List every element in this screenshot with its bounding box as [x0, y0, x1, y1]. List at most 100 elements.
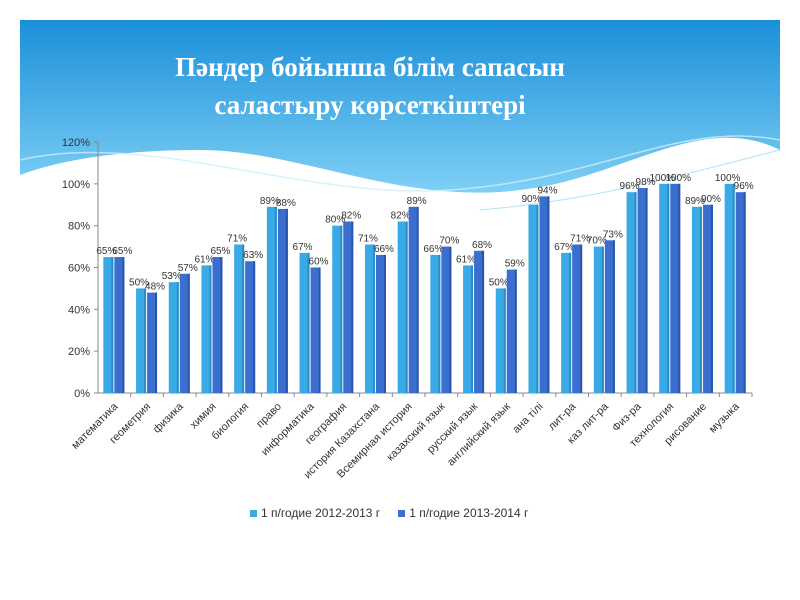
bar-shade-series-1: [307, 252, 310, 393]
bar-shade-series-1: [503, 288, 506, 393]
bar-series-1: [724, 183, 735, 393]
bar-shade-series-2: [220, 257, 223, 393]
bar-series-1: [561, 252, 572, 393]
bar-shade-series-2: [449, 246, 452, 393]
bar-shade-series-1: [274, 206, 277, 393]
page-title: Пәндер бойынша білім сапасын саластыру к…: [130, 48, 610, 124]
bar-series-1: [691, 206, 702, 393]
bar-series-1: [593, 246, 604, 393]
category-label: ана тілі: [510, 401, 545, 436]
y-tick-label: 80%: [68, 221, 90, 233]
bar-shade-series-1: [372, 244, 375, 393]
data-label-series-2: 65%: [112, 246, 132, 257]
data-label-series-1: 71%: [227, 233, 247, 244]
legend-item-series-2: 1 п/годие 2013-2014 г: [398, 506, 528, 520]
bar-shade-series-2: [416, 206, 419, 393]
bar-shade-series-2: [514, 269, 517, 393]
bar-series-1: [332, 225, 343, 393]
data-label-series-1: 90%: [521, 194, 541, 205]
legend-swatch-series-1: [250, 509, 257, 517]
data-label-series-1: 96%: [620, 181, 640, 192]
bar-shade-series-1: [699, 206, 702, 393]
category-label: английский язык: [445, 401, 513, 469]
y-tick-label: 120%: [62, 137, 90, 149]
data-label-series-2: 89%: [407, 196, 427, 207]
data-label-series-2: 88%: [276, 198, 296, 209]
data-label-series-2: 73%: [603, 229, 623, 240]
bar-series-1: [168, 282, 179, 393]
data-label-series-2: 59%: [505, 259, 525, 270]
data-label-series-1: 61%: [194, 254, 214, 265]
legend-swatch-series-2: [398, 509, 406, 517]
data-label-series-1: 67%: [554, 242, 574, 253]
y-tick-label: 100%: [62, 179, 90, 191]
bar-shade-series-2: [580, 244, 583, 393]
data-label-series-1: 61%: [456, 254, 476, 265]
bar-shade-series-2: [678, 183, 681, 393]
bar-shade-series-1: [209, 265, 212, 393]
bar-series-1: [397, 221, 408, 393]
y-tick-label: 0%: [74, 388, 90, 400]
bar-series-2: [408, 206, 419, 393]
bar-shade-series-1: [667, 183, 670, 393]
bar-shade-series-2: [253, 261, 256, 393]
legend-label-series-2: 1 п/годие 2013-2014 г: [409, 506, 529, 520]
bar-series-1: [626, 192, 637, 393]
bar-shade-series-1: [242, 244, 245, 393]
bar-shade-series-1: [732, 183, 735, 393]
data-label-series-2: 63%: [243, 250, 263, 261]
bar-series-2: [506, 269, 517, 393]
bar-series-1: [266, 206, 277, 393]
data-label-series-2: 71%: [570, 233, 590, 244]
bar-series-2: [670, 183, 681, 393]
title-line-2: саластыру көрсеткіштері: [214, 90, 526, 120]
bar-series-2: [637, 188, 648, 393]
data-label-series-2: 70%: [439, 236, 459, 247]
y-tick-label: 40%: [68, 304, 90, 316]
bar-series-2: [474, 250, 485, 393]
bar-shade-series-2: [122, 257, 125, 393]
data-label-series-1: 100%: [715, 173, 741, 184]
category-label: физика: [151, 400, 187, 436]
data-label-series-2: 60%: [309, 257, 329, 268]
bar-series-2: [147, 292, 158, 393]
bar-series-1: [495, 288, 506, 393]
data-label-series-1: 66%: [423, 244, 443, 255]
bar-shade-series-1: [340, 225, 343, 393]
data-label-series-1: 50%: [129, 277, 149, 288]
bar-series-2: [179, 273, 190, 393]
bar-series-1: [659, 183, 670, 393]
bar-series-2: [375, 254, 386, 393]
data-label-series-1: 100%: [649, 173, 675, 184]
data-label-series-2: 90%: [701, 194, 721, 205]
data-label-series-1: 82%: [391, 210, 411, 221]
category-label: право: [254, 401, 284, 431]
data-label-series-1: 70%: [587, 236, 607, 247]
data-label-series-2: 48%: [145, 282, 165, 293]
bar-shade-series-1: [471, 265, 474, 393]
data-label-series-1: 71%: [358, 233, 378, 244]
bar-series-2: [277, 208, 288, 393]
bar-shade-series-2: [187, 273, 190, 393]
bar-series-1: [201, 265, 212, 393]
y-tick-label: 60%: [68, 263, 90, 275]
bar-shade-series-1: [438, 254, 441, 393]
bar-series-1: [528, 204, 539, 393]
bar-series-2: [604, 240, 615, 393]
bar-series-1: [430, 254, 441, 393]
legend-item-series-1: 1 п/годие 2012-2013 г: [250, 506, 380, 520]
data-label-series-2: 98%: [636, 177, 656, 188]
bar-shade-series-1: [111, 257, 114, 393]
header-wave-background: [19, 20, 781, 211]
data-label-series-2: 66%: [374, 244, 394, 255]
data-label-series-1: 67%: [293, 242, 313, 253]
bar-series-2: [310, 267, 321, 393]
category-label: химия: [188, 401, 219, 432]
bar-shade-series-2: [155, 292, 158, 393]
bar-shade-series-2: [743, 192, 746, 393]
bar-shade-series-1: [634, 192, 637, 393]
data-label-series-2: 96%: [734, 181, 754, 192]
bar-series-1: [103, 257, 114, 393]
bar-series-2: [212, 257, 223, 393]
